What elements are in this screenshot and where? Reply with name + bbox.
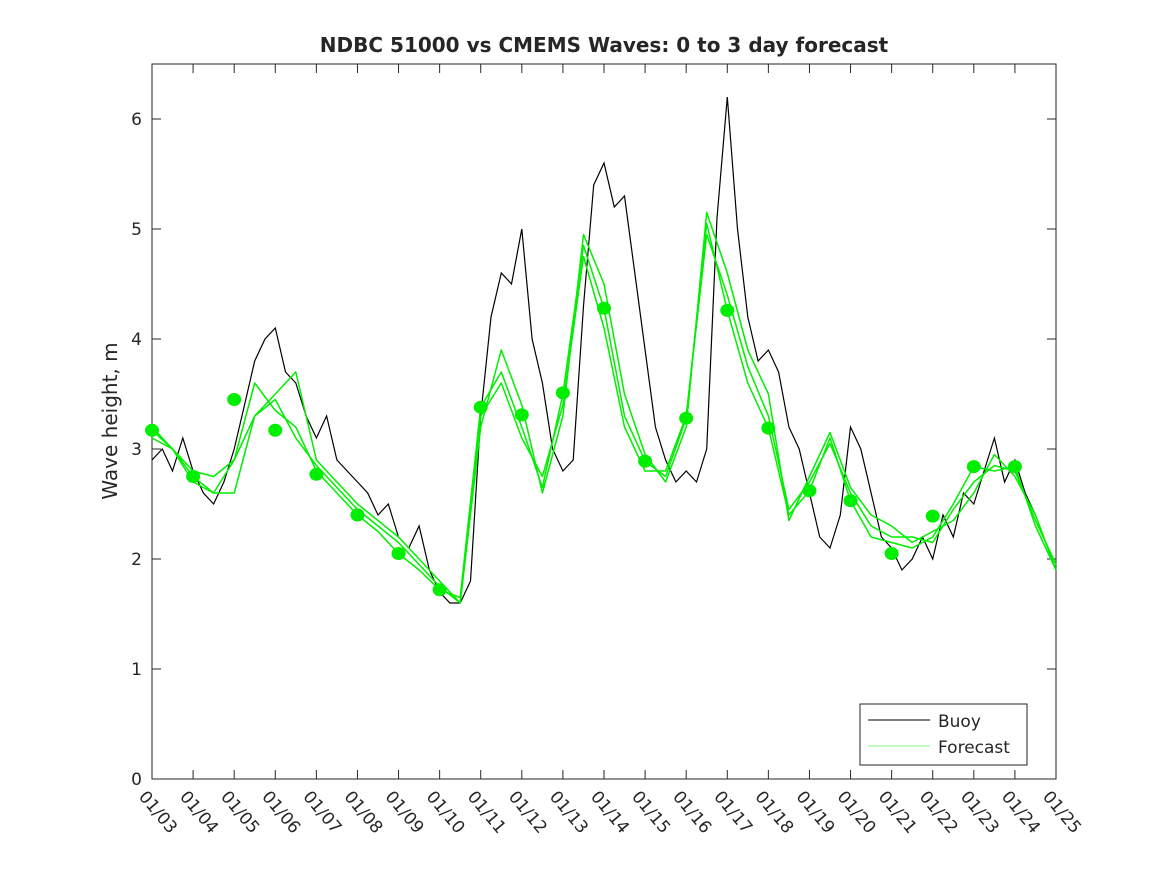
buoy-line <box>151 96 1037 604</box>
forecast-line-2 <box>151 211 1057 604</box>
y-tick-label: 6 <box>131 110 142 130</box>
legend-buoy-label: Buoy <box>938 712 981 732</box>
plot-area <box>151 63 1057 780</box>
y-tick-label: 3 <box>131 440 142 460</box>
forecast-marker <box>555 386 570 400</box>
forecast-marker <box>309 467 324 481</box>
forecast-marker <box>268 423 283 437</box>
y-axis-label: Wave height, m <box>98 342 122 499</box>
forecast-marker <box>145 423 159 437</box>
forecast-marker <box>514 408 529 422</box>
forecast-marker <box>473 400 488 414</box>
forecast-marker <box>1007 460 1022 474</box>
forecast-marker <box>186 470 201 483</box>
forecast-marker <box>966 460 981 474</box>
legend-forecast-label: Forecast <box>938 738 1010 758</box>
series-group <box>145 96 1057 604</box>
forecast-marker <box>884 547 899 560</box>
y-tick-label: 0 <box>131 770 142 790</box>
forecast-marker <box>843 494 858 508</box>
forecast-marker <box>720 303 735 317</box>
legend-box <box>859 703 1028 766</box>
y-tick-label: 2 <box>131 550 142 570</box>
y-tick-label: 1 <box>131 660 142 680</box>
forecast-marker <box>638 454 653 468</box>
legend: Buoy Forecast <box>859 703 1028 766</box>
forecast-marker <box>432 583 447 597</box>
forecast-marker <box>597 301 611 315</box>
forecast-marker <box>227 393 242 406</box>
forecast-marker <box>391 547 406 560</box>
y-tick-label: 4 <box>131 330 142 350</box>
forecast-marker <box>761 421 776 435</box>
forecast-marker <box>350 508 365 522</box>
chart-title: NDBC 51000 vs CMEMS Waves: 0 to 3 day fo… <box>320 33 889 57</box>
y-tick-label: 5 <box>131 220 142 240</box>
forecast-marker <box>802 484 817 498</box>
forecast-marker <box>925 509 940 523</box>
forecast-marker <box>679 411 694 425</box>
